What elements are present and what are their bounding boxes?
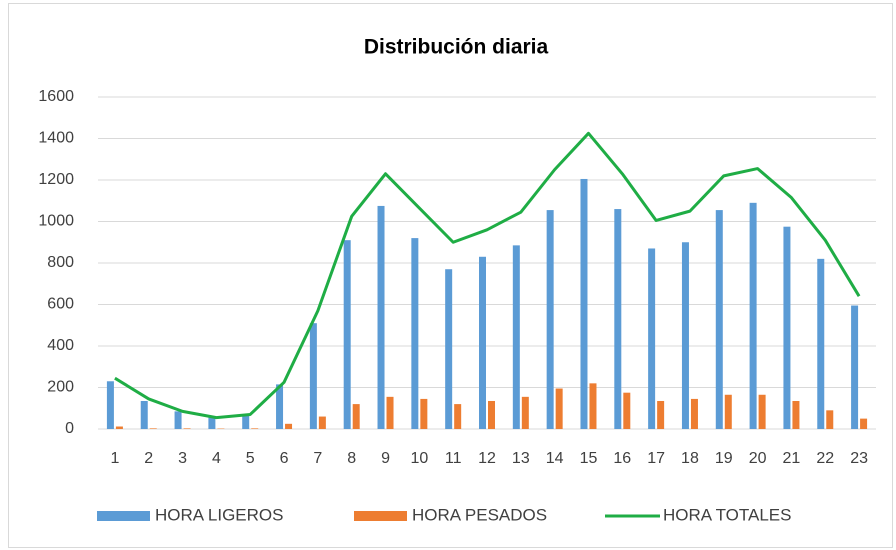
bar — [377, 205, 385, 429]
y-tick-label: 400 — [47, 337, 74, 354]
bar — [817, 258, 825, 429]
x-tick-label: 8 — [347, 450, 356, 467]
y-tick-label: 1200 — [38, 171, 74, 188]
bar — [555, 388, 563, 429]
bar — [758, 394, 766, 429]
legend-swatch — [354, 511, 407, 521]
bar — [149, 428, 157, 429]
bar — [411, 238, 419, 429]
bar — [715, 210, 723, 429]
y-tick-label: 800 — [47, 254, 74, 271]
bar — [318, 416, 326, 429]
chart-title: Distribución diaria — [364, 36, 549, 59]
bar — [140, 400, 148, 429]
bar — [285, 423, 293, 429]
x-tick-label: 15 — [580, 450, 598, 467]
x-tick-label: 11 — [445, 450, 462, 467]
bar — [488, 400, 495, 429]
y-tick-label: 600 — [47, 296, 74, 313]
legend-swatch — [97, 511, 150, 521]
x-tick-label: 5 — [246, 450, 255, 467]
bar — [183, 428, 191, 429]
x-tick-label: 1 — [110, 450, 119, 467]
x-tick-label: 13 — [512, 450, 530, 467]
y-tick-label: 1000 — [38, 213, 74, 230]
bar — [792, 400, 800, 429]
bar — [623, 392, 631, 429]
bar — [454, 404, 462, 429]
x-tick-label: 18 — [681, 450, 699, 467]
bar — [352, 404, 360, 429]
y-tick-label: 1600 — [38, 88, 74, 105]
bar — [106, 381, 114, 429]
x-tick-label: 22 — [816, 450, 834, 467]
bar — [826, 410, 834, 429]
x-tick-label: 4 — [212, 450, 221, 467]
x-tick-label: 14 — [546, 450, 564, 467]
bar — [445, 269, 453, 429]
x-tick-label: 12 — [478, 450, 496, 467]
bar — [386, 396, 394, 429]
bar — [851, 305, 859, 429]
bar — [580, 178, 588, 429]
bar — [512, 245, 520, 429]
x-tick-label: 19 — [715, 450, 733, 467]
bar — [479, 256, 486, 429]
legend-label: HORA PESADOS — [412, 505, 547, 524]
legend-label: HORA LIGEROS — [155, 505, 283, 524]
bar — [343, 240, 351, 429]
x-tick-label: 10 — [410, 450, 428, 467]
bar — [115, 426, 123, 429]
line — [114, 131, 861, 420]
x-tick-label: 23 — [850, 450, 868, 467]
bar — [309, 323, 317, 429]
y-tick-label: 0 — [65, 420, 74, 437]
x-tick-label: 6 — [280, 450, 289, 467]
x-tick-label: 9 — [381, 450, 390, 467]
bar — [589, 383, 597, 429]
x-tick-label: 21 — [783, 450, 801, 467]
bar — [724, 394, 732, 429]
bar — [420, 398, 428, 429]
bar — [657, 400, 665, 429]
bar — [546, 210, 554, 429]
x-tick-label: 7 — [313, 450, 322, 467]
legend-label: HORA TOTALES — [663, 505, 792, 524]
x-tick-label: 3 — [178, 450, 187, 467]
y-tick-label: 1400 — [38, 130, 74, 147]
bar — [690, 398, 698, 429]
bar — [251, 428, 259, 429]
bar — [521, 396, 529, 429]
x-tick-label: 2 — [144, 450, 153, 467]
bar — [681, 242, 689, 429]
bar — [860, 418, 868, 429]
x-tick-label: 16 — [613, 450, 631, 467]
y-tick-label: 200 — [47, 379, 74, 396]
x-tick-label: 17 — [647, 450, 665, 467]
bar — [614, 209, 622, 429]
bar — [749, 202, 757, 429]
bar — [242, 415, 250, 429]
x-tick-label: 20 — [749, 450, 767, 467]
bar — [648, 248, 656, 429]
bar — [783, 226, 791, 429]
bar — [276, 384, 284, 429]
bar — [174, 411, 182, 429]
bar — [208, 417, 216, 429]
